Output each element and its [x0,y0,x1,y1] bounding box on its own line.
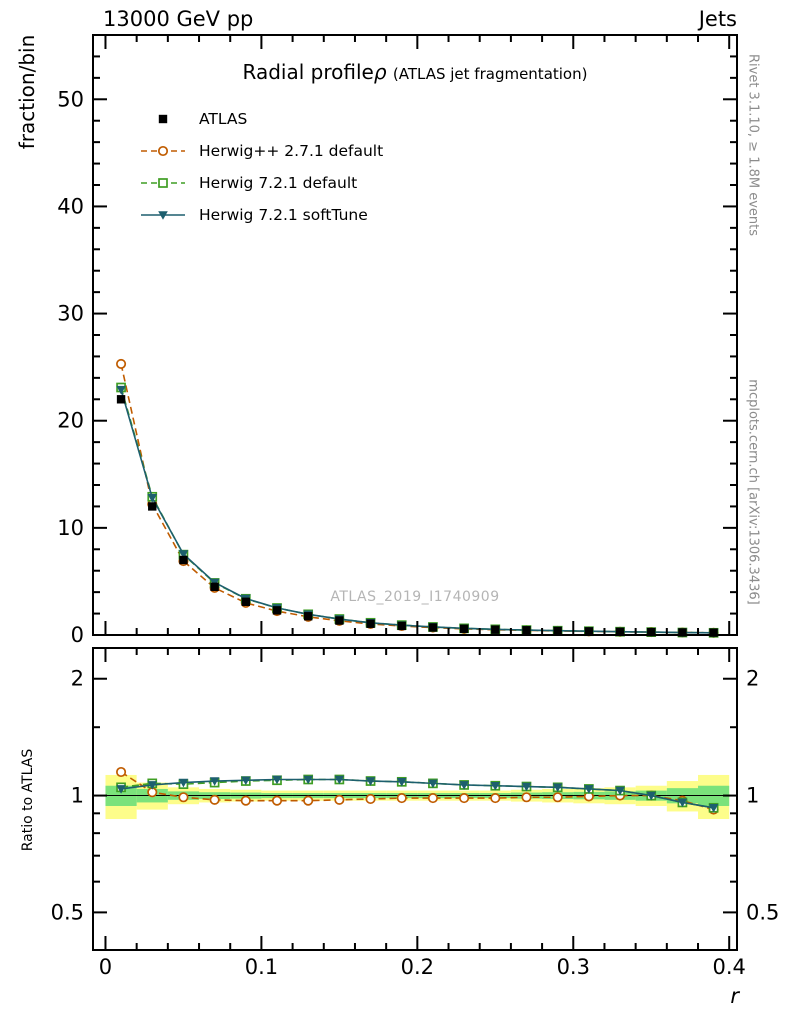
legend-label: Herwig 7.2.1 softTune [199,206,368,224]
legend-item-herwig7-softtune: Herwig 7.2.1 softTune [140,199,383,231]
beam-energy-label: 13000 GeV pp [103,7,254,31]
main-y-tick-label: 30 [57,302,84,326]
analysis-id-watermark: ATLAS_2019_I1740909 [330,589,500,605]
x-tick-label: 0.2 [401,955,434,979]
legend-item-atlas: ATLAS [140,103,383,135]
ratio-y-tick-label-right: 1 [746,784,759,808]
main-y-tick-label: 10 [57,516,84,540]
plot-subtitle: (ATLAS jet fragmentation) [392,65,588,83]
main-y-tick-label: 20 [57,409,84,433]
legend-label: Herwig++ 2.7.1 default [199,142,384,160]
herwig7-default-marker-icon [140,175,186,191]
series-herwig-7-2-1-softtune [116,775,719,813]
ratio-y-tick-label-left: 2 [71,667,84,691]
x-axis-title: r [730,984,739,1008]
series-atlas [116,395,718,637]
x-tick-label: 0.1 [245,955,278,979]
x-tick-label: 0 [99,955,112,979]
plot-title-text: Radial profile [242,60,374,84]
herwigpp-marker-icon [140,143,186,159]
process-label: Jets [698,7,737,31]
ratio-y-tick-label-right: 2 [746,667,759,691]
main-y-tick-label: 40 [57,194,84,218]
atlas-marker-icon [140,111,186,127]
ratio-panel-series [116,766,719,815]
legend-item-herwigpp-default: Herwig++ 2.7.1 default [140,135,383,167]
ratio-y-tick-label-left: 1 [71,784,84,808]
x-tick-label: 0.4 [713,955,746,979]
x-tick-label: 0.3 [557,955,590,979]
legend-label: Herwig 7.2.1 default [199,174,358,192]
herwig7-softtune-marker-icon [140,207,186,223]
ratio-y-tick-label-left: 0.5 [51,900,84,924]
legend-item-herwig7-default: Herwig 7.2.1 default [140,167,383,199]
main-y-tick-label: 50 [57,87,84,111]
plot-title: Radial profileρ (ATLAS jet fragmentation… [93,60,737,84]
legend: ATLAS Herwig++ 2.7.1 default Herwig 7.2.… [140,103,383,231]
legend-label: ATLAS [199,110,248,128]
main-y-tick-label: 0 [71,623,84,647]
ratio-y-tick-label-right: 0.5 [746,900,779,924]
plot-title-symbol: ρ [373,60,387,84]
